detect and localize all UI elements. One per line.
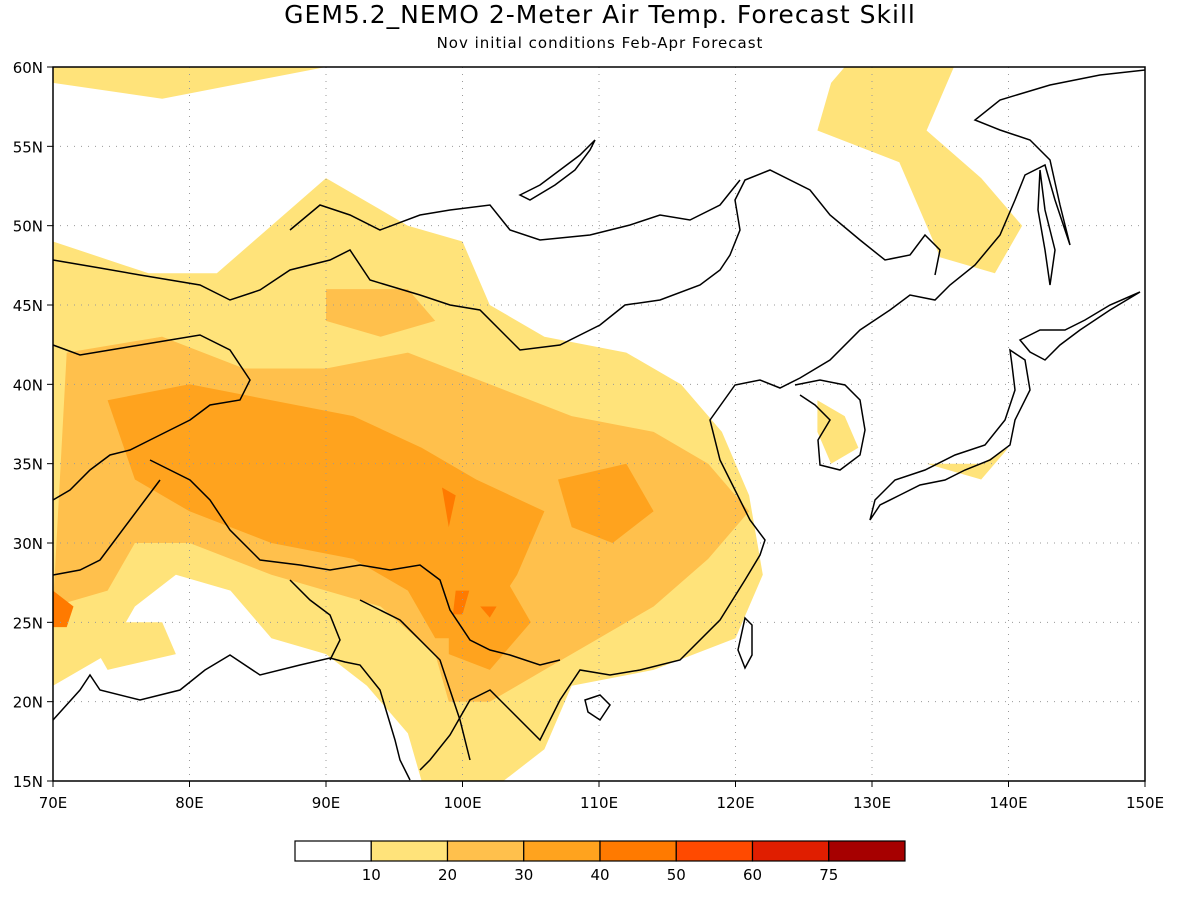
border-india xyxy=(52,479,471,761)
skill-region-yunnan-hot-2 xyxy=(480,606,497,618)
colorbar-swatch xyxy=(828,840,906,862)
grid-layer xyxy=(53,67,1145,781)
y-tick-label: 35N xyxy=(13,456,43,474)
map-subtitle: Nov initial conditions Feb-Apr Forecast xyxy=(436,34,764,52)
skill-region-japan-patch xyxy=(926,447,1009,480)
skill-region-ne-siberia xyxy=(817,67,1023,274)
x-tick-label: 100E xyxy=(443,794,481,812)
x-tick-label: 150E xyxy=(1126,794,1164,812)
colorbar-label: 40 xyxy=(590,866,609,884)
border-china-north xyxy=(52,169,941,351)
x-tick-label: 90E xyxy=(312,794,341,812)
x-tick-label: 80E xyxy=(175,794,204,812)
colorbar-label: 60 xyxy=(743,866,762,884)
colorbar-swatch xyxy=(599,840,677,862)
border-central-asia xyxy=(52,334,251,501)
colorbar-label: 20 xyxy=(438,866,457,884)
skill-region-pakistan-hot xyxy=(53,590,74,628)
colorbar-swatch xyxy=(523,840,601,862)
colorbar-swatch xyxy=(751,840,830,862)
lake-baikal xyxy=(518,139,596,201)
axes-layer: 70E 80E 90E 100E 110E 120E 130E 140E 150E 15N 20N 2… xyxy=(13,59,1164,812)
coastline-hainan xyxy=(584,694,611,722)
coastline-mainland xyxy=(52,69,1146,781)
coastline-layer xyxy=(52,69,1146,781)
skill-region-tibet-core xyxy=(107,384,545,639)
colorbar-label: 50 xyxy=(667,866,686,884)
x-tick-label: 140E xyxy=(989,794,1027,812)
border-tibet-south xyxy=(149,459,561,666)
skill-region-qinghai-hot xyxy=(442,487,456,528)
x-tick-label: 70E xyxy=(39,794,68,812)
coastline-japan xyxy=(869,348,1031,521)
skill-region-sichuan-east xyxy=(558,463,654,543)
y-tick-label: 50N xyxy=(13,218,43,236)
y-tick-label: 60N xyxy=(13,59,43,77)
colorbar: 10 20 30 40 50 60 75 xyxy=(294,840,906,884)
skill-region-mongolia-west xyxy=(326,289,436,337)
x-tick-label: 110E xyxy=(580,794,618,812)
y-tick-label: 40N xyxy=(13,376,43,394)
colorbar-swatch xyxy=(675,840,754,862)
y-tick-label: 55N xyxy=(13,138,43,156)
skill-region-india-west-patch xyxy=(80,622,176,670)
skill-region-yunnan-hot-1 xyxy=(452,590,470,615)
y-tick-label: 20N xyxy=(13,694,43,712)
skill-region-yunnan-core xyxy=(448,574,531,670)
colorbar-swatch xyxy=(370,840,449,862)
coastline-taiwan xyxy=(737,616,753,670)
colorbar-label: 10 xyxy=(362,866,381,884)
y-tick-label: 45N xyxy=(13,297,43,315)
skill-region-tajik-north xyxy=(80,336,163,385)
skill-fill-layer xyxy=(53,67,1023,782)
colorbar-swatch xyxy=(294,840,372,862)
map-title: GEM5.2_NEMO 2-Meter Air Temp. Forecast S… xyxy=(284,0,916,29)
x-tick-label: 120E xyxy=(716,794,754,812)
colorbar-label: 75 xyxy=(819,866,838,884)
y-tick-label: 15N xyxy=(13,773,43,791)
border-mongolia xyxy=(289,179,741,241)
colorbar-label: 30 xyxy=(514,866,533,884)
coastline-sakhalin xyxy=(1037,169,1056,286)
skill-region-korea-patch xyxy=(817,400,859,464)
coastline-korea xyxy=(794,379,866,471)
skill-region-siberia-north xyxy=(53,67,326,99)
y-tick-label: 30N xyxy=(13,535,43,553)
colorbar-swatch xyxy=(446,840,525,862)
coastline-hokkaido xyxy=(1018,291,1141,361)
x-tick-label: 130E xyxy=(853,794,891,812)
y-tick-label: 25N xyxy=(13,614,43,632)
